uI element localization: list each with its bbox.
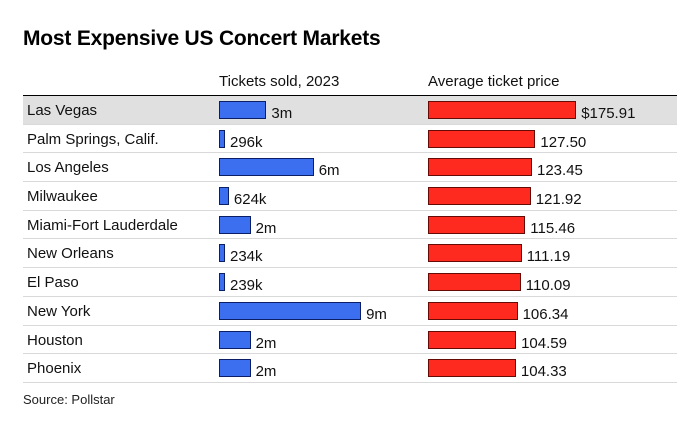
average-price-bar [428, 129, 536, 148]
tickets-sold-bar [219, 101, 267, 119]
category-label: Phoenix [27, 360, 82, 378]
tickets-sold-label: 239k [230, 277, 263, 295]
average-price-label: 111.19 [526, 248, 571, 266]
category-label: Las Vegas [27, 102, 98, 119]
tickets-sold-bar [219, 359, 251, 378]
chart-row: Los Angeles 6m 123.45 [23, 153, 677, 183]
average-price-label: 123.45 [537, 162, 583, 180]
category-label: Houston [27, 331, 83, 349]
average-price-label: 127.50 [540, 133, 587, 151]
tickets-sold-bar [219, 187, 229, 206]
chart-row: Miami-Fort Lauderdale 2m 115.46 [23, 211, 677, 240]
chart-row: New York 9m 106.34 [23, 297, 677, 326]
tickets-sold-bar [219, 215, 251, 234]
column-header-average-price: Average ticket price [428, 73, 560, 90]
average-price-label: 115.46 [530, 219, 576, 237]
tickets-sold-label: 624k [233, 191, 267, 209]
average-price-bar [428, 187, 531, 206]
average-price-bar [428, 101, 577, 119]
chart-row: Palm Springs, Calif. 296k 127.50 [23, 125, 677, 154]
chart-row: New Orleans 234k 111.19 [23, 239, 677, 269]
tickets-sold-bar [219, 158, 314, 177]
chart-row: Houston 2m 104.59 [23, 326, 677, 355]
chart-title: Most Expensive US Concert Markets [23, 27, 381, 50]
average-price-label: $175.91 [581, 105, 636, 122]
tickets-sold-bar [219, 273, 225, 292]
category-label: New Orleans [27, 245, 114, 263]
tickets-sold-label: 6m [318, 162, 340, 180]
average-price-label: 121.92 [535, 191, 582, 209]
tickets-sold-label: 2m [255, 363, 277, 381]
average-price-bar [428, 215, 526, 234]
tickets-sold-label: 296k [230, 133, 263, 151]
tickets-sold-bar [219, 244, 225, 263]
tickets-sold-label: 3m [271, 105, 293, 122]
category-label: El Paso [27, 274, 79, 292]
category-label: Los Angeles [27, 159, 109, 177]
chart-row: Milwaukee 624k 121.92 [23, 182, 677, 211]
average-price-label: 104.33 [520, 363, 567, 381]
average-price-bar [428, 301, 518, 320]
chart-row: Las Vegas 3m $175.91 [23, 96, 677, 125]
column-header-tickets-sold: Tickets sold, 2023 [219, 73, 340, 90]
category-label: Miami-Fort Lauderdale [27, 216, 178, 234]
average-price-label: 106.34 [522, 305, 569, 323]
header-rule [23, 95, 677, 96]
tickets-sold-label: 2m [255, 334, 277, 352]
chart-row: Phoenix 2m 104.33 [23, 354, 677, 383]
category-label: New York [27, 302, 91, 320]
tickets-sold-label: 2m [255, 219, 277, 237]
tickets-sold-bar [219, 330, 251, 349]
average-price-bar [428, 158, 532, 177]
chart-row: El Paso 239k 110.09 [23, 268, 677, 297]
average-price-bar [428, 359, 516, 378]
category-label: Palm Springs, Calif. [27, 130, 159, 148]
tickets-sold-label: 9m [366, 305, 387, 323]
average-price-label: 104.59 [521, 334, 567, 352]
tickets-sold-label: 234k [230, 248, 263, 266]
category-label: Milwaukee [27, 188, 98, 206]
average-price-bar [428, 244, 522, 263]
tickets-sold-bar [219, 301, 362, 320]
source-note: Source: Pollstar [23, 392, 115, 407]
chart-rows: Las Vegas 3m $175.91 Palm Springs, Calif. 29… [23, 96, 677, 383]
average-price-bar [428, 273, 521, 292]
average-price-bar [428, 330, 517, 349]
tickets-sold-bar [219, 129, 225, 148]
average-price-label: 110.09 [525, 277, 571, 295]
